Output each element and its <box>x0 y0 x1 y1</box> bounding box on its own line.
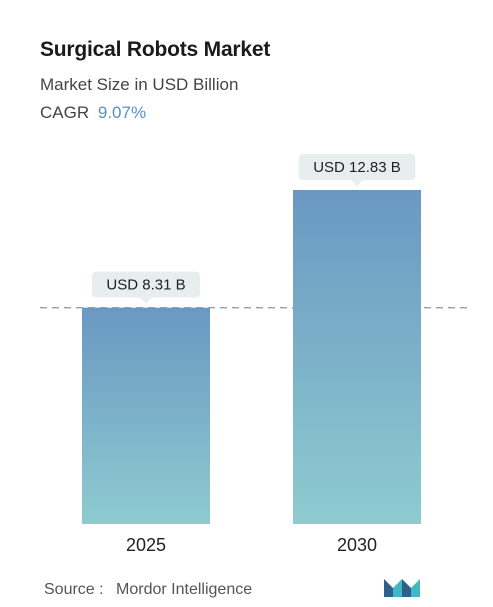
chart-title: Surgical Robots Market <box>40 38 271 61</box>
source-name: Mordor Intelligence <box>116 581 253 598</box>
category-label-2025: 2025 <box>126 535 166 555</box>
value-label-2025: USD 8.31 B <box>106 277 185 294</box>
category-label-2030: 2030 <box>337 535 377 555</box>
bar-2025 <box>82 307 210 524</box>
value-label-bg-2025 <box>92 271 200 298</box>
chart-subtitle: Market Size in USD Billion <box>40 75 239 94</box>
value-label-2030: USD 12.83 B <box>313 159 401 176</box>
value-label-pointer-2025 <box>140 297 152 304</box>
bar-2030 <box>293 190 421 524</box>
source-label: Source : <box>44 581 104 598</box>
value-label-bg-2030 <box>298 154 416 180</box>
value-label-pointer-2030 <box>351 180 363 186</box>
source-note: Source : Mordor Intelligence <box>44 581 252 599</box>
cagr-label: CAGR <box>40 103 90 122</box>
mordor-intelligence-logo-icon <box>384 579 420 597</box>
cagr-value: 9.07% <box>97 103 147 122</box>
cagr-line: CAGR 9.07% <box>40 103 146 123</box>
